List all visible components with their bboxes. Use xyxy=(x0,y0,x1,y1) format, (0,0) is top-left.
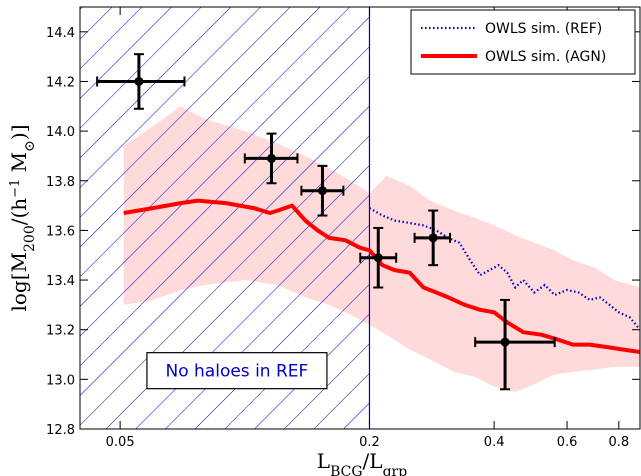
y-axis-label: log[M200/(h−1 M⊙)] xyxy=(7,124,38,311)
observations-layer xyxy=(96,53,556,391)
y-tick-label: 14.2 xyxy=(46,75,75,90)
observation-point-0 xyxy=(96,53,186,110)
y-tick-label: 13.0 xyxy=(46,373,75,388)
legend-box xyxy=(410,9,636,75)
legend-label-1: OWLS sim. (AGN) xyxy=(485,49,606,65)
series-line-1 xyxy=(123,198,640,354)
axis-label-part: L xyxy=(317,449,330,473)
axis-label-part: 200 xyxy=(22,225,38,252)
x-tick-label: 0.6 xyxy=(557,435,578,450)
data-marker xyxy=(266,153,276,163)
data-marker xyxy=(134,76,144,86)
data-marker xyxy=(428,233,438,243)
y-tick-label: 13.6 xyxy=(46,224,75,239)
observation-point-5 xyxy=(474,298,556,391)
y-tick-label: 14.0 xyxy=(46,125,75,140)
axis-label-part: ⊙ xyxy=(22,140,38,152)
y-tick-label: 13.2 xyxy=(46,324,75,339)
observation-point-2 xyxy=(300,164,345,217)
series-layer xyxy=(123,198,640,354)
y-tick-label: 13.8 xyxy=(46,175,75,190)
axis-label-part: −1 xyxy=(8,179,23,198)
data-marker xyxy=(500,337,510,347)
observation-point-3 xyxy=(359,226,398,289)
annotation-text: No haloes in REF xyxy=(166,362,309,382)
axis-label-part: M xyxy=(7,152,31,179)
observation-point-1 xyxy=(243,132,299,185)
axis-label-part: /(h xyxy=(7,198,31,226)
annotation-box xyxy=(146,352,328,390)
data-marker xyxy=(317,186,327,196)
annotation-layer: No haloes in REF xyxy=(146,352,328,390)
observation-point-4 xyxy=(413,209,452,267)
legend-label-0: OWLS sim. (REF) xyxy=(485,21,602,37)
ticks-layer: 0.05 0.2 0.4 0.6 0.8 12.8 13.0 13.2 13.4 13.6 13.8… xyxy=(46,7,640,450)
axis-label-part: grp xyxy=(383,464,408,476)
axis-label-part: BCG xyxy=(330,464,362,476)
series-line-0 xyxy=(368,207,640,331)
legend: OWLS sim. (REF) OWLS sim. (AGN) xyxy=(410,9,636,75)
y-tick-label: 12.8 xyxy=(46,423,75,438)
data-marker xyxy=(373,253,383,263)
axis-label-part: log[M xyxy=(7,252,31,312)
x-tick-label: 0.2 xyxy=(359,435,380,450)
y-tick-label: 13.4 xyxy=(46,274,75,289)
plot-frame xyxy=(79,6,641,430)
axis-label-part: /L xyxy=(363,449,383,473)
x-tick-label: 0.4 xyxy=(484,435,505,450)
axis-label-part: )] xyxy=(7,124,31,140)
x-axis-label: LBCG/Lgrp xyxy=(317,449,407,476)
y-tick-label: 14.4 xyxy=(46,26,75,41)
x-tick-label: 0.8 xyxy=(608,435,629,450)
x-tick-label: 0.05 xyxy=(106,435,135,450)
